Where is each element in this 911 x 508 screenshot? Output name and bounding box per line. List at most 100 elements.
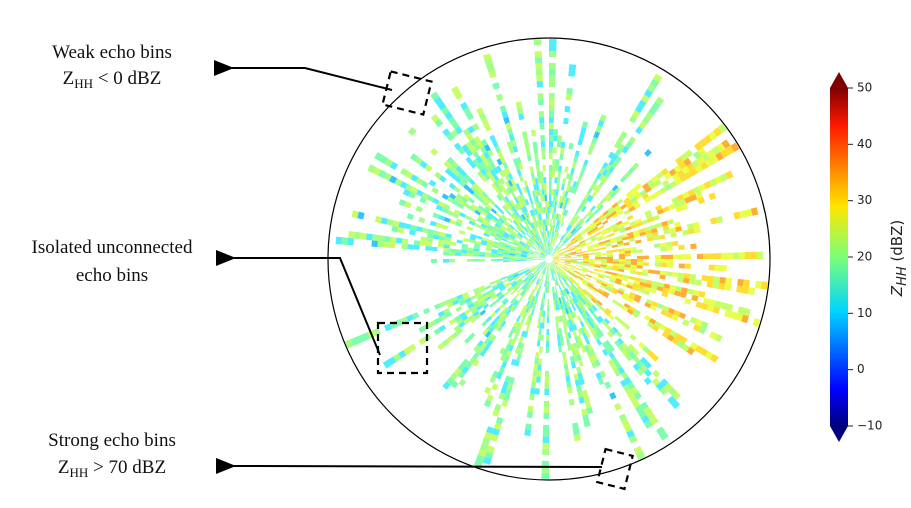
echo-bin	[557, 240, 562, 247]
echo-bin	[588, 259, 595, 261]
echo-bin	[659, 386, 669, 396]
echo-bin	[535, 264, 541, 268]
echo-bin	[550, 219, 552, 226]
echo-bin	[483, 232, 490, 238]
echo-bin	[536, 340, 541, 347]
echo-bin	[539, 259, 546, 260]
echo-bin	[512, 145, 519, 153]
echo-bin	[594, 253, 601, 256]
echo-bin	[580, 242, 587, 247]
echo-bin	[577, 237, 584, 242]
echo-bin	[401, 238, 409, 245]
echo-bin	[689, 167, 698, 176]
echo-bin	[452, 299, 460, 306]
echo-bin	[529, 314, 534, 321]
echo-bin	[684, 196, 692, 204]
echo-bin	[579, 320, 585, 328]
echo-bin	[670, 231, 678, 238]
echo-bin	[496, 281, 504, 287]
echo-bin	[398, 221, 406, 229]
echo-bin	[439, 314, 447, 321]
echo-bin	[489, 375, 497, 384]
echo-bin	[647, 84, 657, 93]
echo-bin	[553, 219, 556, 226]
echo-bin	[528, 251, 534, 255]
echo-bin	[482, 208, 490, 215]
echo-bin	[512, 283, 519, 289]
echo-bin	[541, 244, 545, 251]
echo-bin	[671, 240, 679, 247]
echo-bin	[549, 249, 552, 256]
echo-bin	[613, 204, 621, 211]
echo-bin	[673, 221, 681, 228]
echo-bin	[647, 217, 655, 223]
echo-bin	[529, 393, 535, 401]
echo-bin	[703, 134, 713, 144]
echo-bin	[592, 326, 599, 334]
echo-bin	[624, 250, 631, 254]
echo-bin	[534, 177, 539, 185]
echo-bin	[635, 126, 644, 135]
echo-bin	[541, 183, 545, 190]
echo-bin	[584, 303, 591, 310]
echo-bin	[581, 298, 587, 305]
echo-bin	[560, 269, 566, 274]
echo-bin	[486, 171, 494, 179]
echo-bin	[570, 343, 575, 351]
echo-bin	[475, 292, 482, 298]
echo-bin	[534, 297, 538, 304]
echo-bin	[477, 204, 485, 211]
echo-bin	[609, 237, 617, 242]
echo-bin	[422, 307, 431, 315]
echo-bin	[523, 227, 529, 233]
echo-bin	[479, 287, 487, 293]
echo-bin	[503, 282, 510, 287]
echo-bin	[594, 265, 601, 269]
echo-bin	[486, 64, 495, 73]
echo-bin	[638, 228, 646, 234]
echo-bin	[555, 232, 559, 239]
echo-bin	[557, 264, 563, 268]
echo-bin	[673, 201, 681, 209]
echo-bin	[538, 266, 543, 272]
echo-bin	[552, 252, 558, 257]
echo-bin	[521, 253, 528, 256]
echo-bin	[543, 268, 546, 275]
echo-bin	[570, 311, 576, 319]
echo-bin	[675, 286, 683, 292]
echo-bin	[582, 250, 589, 254]
echo-bin	[600, 256, 607, 259]
echo-bin	[723, 309, 732, 318]
echo-bin	[706, 149, 716, 159]
echo-bin	[552, 258, 559, 259]
echo-bin	[509, 254, 516, 257]
echo-bin	[434, 171, 442, 180]
echo-bin	[580, 230, 587, 236]
echo-bin	[366, 233, 373, 241]
echo-bin	[593, 268, 600, 272]
echo-bin	[552, 255, 559, 258]
echo-bin	[586, 302, 592, 309]
echo-bin	[588, 231, 595, 236]
echo-bin	[629, 220, 637, 227]
echo-bin	[612, 265, 619, 269]
echo-bin	[383, 241, 390, 248]
echo-bin	[472, 359, 480, 367]
echo-bin	[446, 196, 455, 203]
echo-bin	[545, 340, 549, 347]
echo-bin	[461, 252, 468, 257]
echo-bin	[371, 240, 378, 248]
echo-bin	[527, 255, 534, 257]
echo-bin	[551, 251, 556, 256]
echo-bin	[554, 267, 558, 273]
echo-bin	[549, 117, 554, 124]
echo-bin	[529, 238, 535, 244]
echo-bin	[496, 165, 503, 173]
echo-bin	[746, 159, 756, 170]
echo-bin	[481, 191, 488, 198]
echo-bin	[551, 237, 553, 244]
echo-bin	[538, 246, 543, 252]
echo-bin	[464, 297, 472, 304]
echo-bin	[540, 261, 546, 265]
echo-bin	[566, 241, 572, 247]
